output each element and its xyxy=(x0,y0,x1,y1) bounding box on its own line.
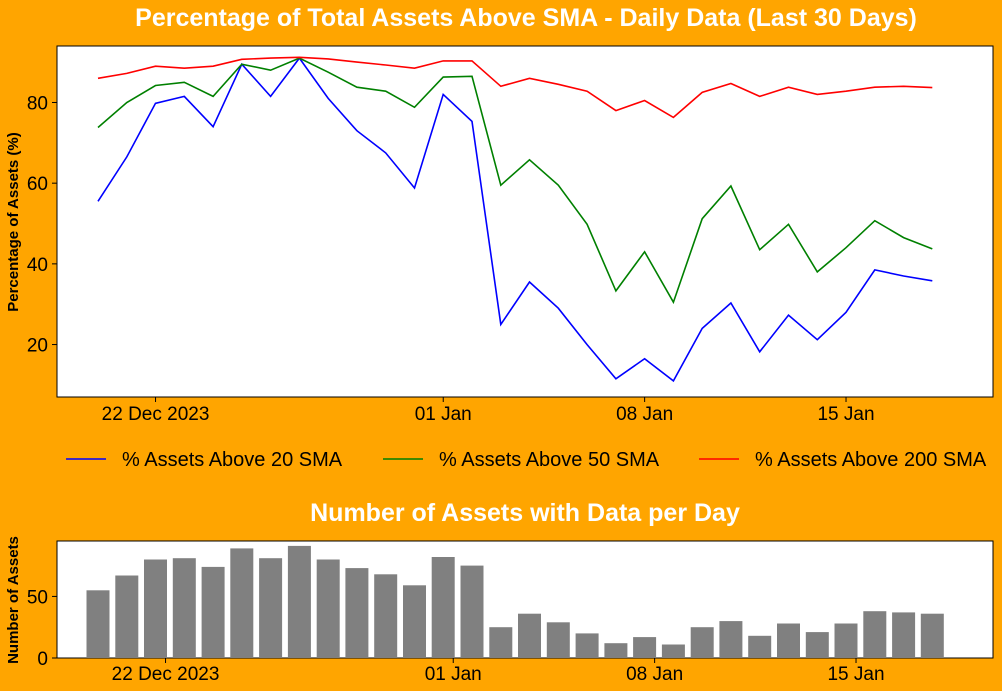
bar xyxy=(460,565,484,658)
top-x-tick-label: 15 Jan xyxy=(817,404,874,425)
bar xyxy=(863,611,887,658)
bar xyxy=(403,585,426,658)
bar xyxy=(489,627,513,658)
bar xyxy=(287,545,311,658)
bottom-y-axis-label: Number of Assets xyxy=(5,536,22,664)
legend-label: % Assets Above 200 SMA xyxy=(755,449,987,471)
series-line-3 xyxy=(97,56,933,119)
series-line-1 xyxy=(97,56,933,383)
top-x-tick-label: 22 Dec 2023 xyxy=(102,404,210,425)
bottom-bars xyxy=(86,545,944,658)
bar xyxy=(661,644,685,658)
legend-label: % Assets Above 20 SMA xyxy=(122,449,343,471)
top-plot-area xyxy=(56,45,994,398)
bar xyxy=(604,643,628,658)
top-y-axis-label: Percentage of Assets (%) xyxy=(5,132,22,312)
series-line-2 xyxy=(97,57,933,305)
bar xyxy=(748,635,772,658)
bar xyxy=(805,632,829,658)
bar xyxy=(575,633,599,658)
bottom-y-axis: 0 50 xyxy=(27,587,57,670)
bottom-x-tick-label: 08 Jan xyxy=(626,664,683,685)
top-x-tick-label: 08 Jan xyxy=(616,404,673,425)
bar xyxy=(633,637,657,658)
top-chart-title: Percentage of Total Assets Above SMA - D… xyxy=(135,4,917,32)
bar xyxy=(230,548,254,658)
bar xyxy=(690,627,714,658)
bottom-x-tick-label: 15 Jan xyxy=(827,664,884,685)
bar xyxy=(201,566,225,658)
top-y-tick-label: 80 xyxy=(27,93,48,114)
bar xyxy=(259,558,283,658)
bottom-x-tick-label: 22 Dec 2023 xyxy=(112,664,220,685)
top-y-tick-label: 60 xyxy=(27,174,48,195)
legend: % Assets Above 20 SMA % Assets Above 50 S… xyxy=(66,449,987,471)
bar xyxy=(518,613,541,658)
bar xyxy=(431,557,455,658)
bar xyxy=(834,623,858,658)
bar xyxy=(345,568,369,658)
bottom-x-tick-label: 01 Jan xyxy=(425,664,482,685)
bar xyxy=(546,622,570,658)
bar xyxy=(920,613,944,658)
legend-label: % Assets Above 50 SMA xyxy=(439,449,660,471)
top-y-tick-label: 20 xyxy=(27,336,48,357)
bar xyxy=(316,559,340,658)
bottom-y-tick-label: 0 xyxy=(37,649,48,670)
top-x-axis: 22 Dec 2023 01 Jan 08 Jan 15 Jan xyxy=(102,397,875,425)
bar xyxy=(374,574,398,658)
bottom-x-axis: 22 Dec 2023 01 Jan 08 Jan 15 Jan xyxy=(112,658,885,685)
bar xyxy=(86,590,110,658)
bottom-chart-title: Number of Assets with Data per Day xyxy=(310,499,740,527)
top-y-tick-label: 40 xyxy=(27,255,48,276)
bar xyxy=(719,621,743,658)
bottom-y-tick-label: 50 xyxy=(27,587,48,608)
bar xyxy=(115,575,139,658)
bar xyxy=(144,559,167,658)
bar xyxy=(172,558,196,658)
top-y-axis: 20 40 60 80 xyxy=(27,93,57,357)
bar xyxy=(777,623,800,658)
top-series-lines xyxy=(97,56,933,383)
bar xyxy=(892,612,916,658)
top-x-tick-label: 01 Jan xyxy=(415,404,472,425)
